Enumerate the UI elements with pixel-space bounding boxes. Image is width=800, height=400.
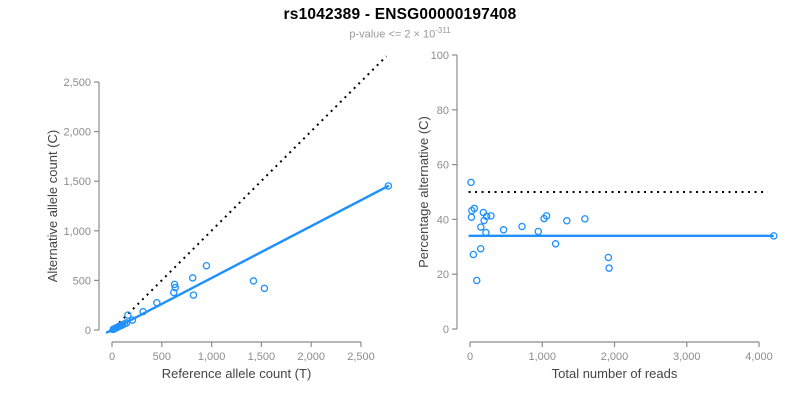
data-point bbox=[188, 274, 197, 282]
data-point bbox=[477, 223, 485, 231]
data-point bbox=[469, 250, 478, 259]
plot-subtitle: p-value <= 2 × 10-311 bbox=[0, 26, 800, 41]
data-point bbox=[605, 264, 613, 272]
data-point bbox=[770, 232, 778, 240]
x-tick-label: 1,000 bbox=[528, 351, 556, 363]
x-tick-label: 1,000 bbox=[198, 351, 226, 363]
x-axis-title: Reference allele count (T) bbox=[162, 366, 312, 381]
y-tick-label: 0 bbox=[85, 325, 91, 337]
y-tick-label: 500 bbox=[73, 275, 91, 287]
data-point bbox=[467, 213, 476, 221]
p-value-exponent: -311 bbox=[435, 26, 451, 35]
data-point bbox=[189, 291, 198, 299]
data-point bbox=[128, 316, 137, 324]
data-point bbox=[170, 288, 178, 297]
data-point bbox=[563, 217, 571, 225]
x-tick-label: 3,000 bbox=[673, 351, 701, 363]
data-point bbox=[499, 226, 508, 234]
y-tick-label: 1,500 bbox=[63, 176, 91, 188]
data-point bbox=[170, 280, 179, 289]
regression-line bbox=[105, 184, 390, 335]
y-tick-label: 40 bbox=[437, 214, 449, 226]
x-axis-title: Total number of reads bbox=[552, 366, 678, 381]
x-tick-label: 0 bbox=[109, 351, 115, 363]
y-tick-label: 1,000 bbox=[63, 226, 91, 238]
y-tick-label: 100 bbox=[431, 50, 449, 62]
p-value-text: p-value <= 2 × 10 bbox=[349, 28, 436, 41]
data-point bbox=[470, 204, 479, 213]
data-point bbox=[487, 212, 495, 220]
data-point bbox=[260, 284, 269, 293]
data-point bbox=[551, 240, 560, 248]
data-point bbox=[122, 319, 131, 327]
y-tick-label: 0 bbox=[443, 324, 449, 336]
plot-title: rs1042389 - ENSG00000197408 bbox=[283, 6, 517, 23]
data-point bbox=[467, 178, 475, 187]
data-point bbox=[249, 277, 258, 285]
data-point bbox=[384, 182, 393, 190]
x-tick-label: 4,000 bbox=[745, 351, 773, 363]
y-tick-label: 60 bbox=[437, 160, 449, 172]
data-point bbox=[476, 244, 485, 253]
x-tick-label: 2,500 bbox=[347, 351, 375, 363]
x-tick-label: 500 bbox=[153, 351, 171, 363]
y-tick-label: 2,500 bbox=[63, 77, 91, 89]
y-tick-label: 20 bbox=[437, 269, 449, 281]
x-tick-label: 2,000 bbox=[297, 351, 325, 363]
x-tick-label: 0 bbox=[467, 351, 473, 363]
y-axis-title: Alternative allele count (C) bbox=[45, 130, 60, 282]
data-point bbox=[518, 222, 526, 231]
data-point bbox=[482, 228, 490, 237]
x-tick-label: 1,500 bbox=[248, 351, 276, 363]
y-tick-label: 2,000 bbox=[63, 127, 91, 139]
data-point bbox=[480, 216, 488, 225]
data-point bbox=[124, 311, 132, 319]
x-tick-label: 2,000 bbox=[601, 351, 629, 363]
y-tick-label: 80 bbox=[437, 105, 449, 117]
y-axis-title: Percentage alternative (C) bbox=[416, 116, 431, 268]
data-point bbox=[472, 276, 481, 285]
identity-line bbox=[109, 55, 388, 333]
data-point bbox=[604, 253, 613, 262]
data-point bbox=[171, 283, 179, 292]
data-point bbox=[534, 227, 543, 236]
data-point bbox=[153, 298, 161, 307]
data-point bbox=[139, 307, 147, 316]
data-point bbox=[202, 261, 211, 270]
data-point bbox=[581, 215, 589, 223]
data-point bbox=[542, 212, 551, 220]
